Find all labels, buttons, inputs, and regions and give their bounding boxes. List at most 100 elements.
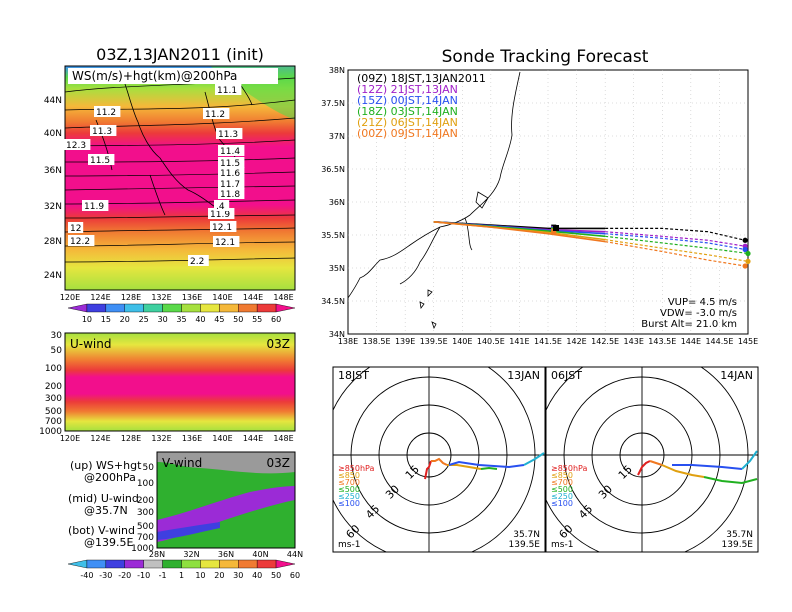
hodograph-curve (741, 450, 758, 470)
ws-lat-tick: 28N (44, 237, 62, 247)
v-lat-tick: 44N (287, 550, 303, 559)
contour-label: 11.9 (210, 210, 230, 220)
ws-lon-tick: 132E (151, 293, 171, 302)
track-lon-tick: 141.5E (534, 337, 562, 346)
colorbar-label: 35 (176, 315, 186, 324)
track-lon-tick: 144.5E (705, 337, 733, 346)
v-pressure-tick: 100 (137, 479, 154, 489)
contour-label-bg (218, 145, 245, 156)
level-legend-entry: ≤250 (338, 492, 360, 501)
level-legend-entry: ≤850 (551, 471, 573, 480)
track-lon-tick: 143E (624, 337, 644, 346)
hodograph-time: 06JST (551, 369, 582, 382)
colorbar-label: 30 (157, 315, 167, 324)
colorbar-label: 15 (101, 315, 111, 324)
u-pressure-tick: 30 (51, 331, 63, 341)
hodograph-time: 18JST (338, 369, 369, 382)
v-colorbar-swatch (238, 559, 258, 569)
hodograph-lon: 139.5E (722, 540, 754, 550)
colorbar-label: 20 (120, 315, 130, 324)
colorbar-swatch (143, 303, 163, 313)
ws-panel-label: WS(m/s)+hgt(km)@200hPa (72, 69, 237, 83)
v-colorbar-label: 10 (195, 571, 205, 580)
contour-label: 11.5 (220, 159, 240, 169)
contour-label: .4 (216, 202, 225, 212)
v-colorbar-swatch (162, 559, 182, 569)
ws-lon-tick: 124E (90, 293, 110, 302)
track-legend-entry: (09Z) 18JST,13JAN2011 (357, 72, 486, 85)
track-params: VUP= 4.5 m/s VDW= -3.0 m/s Burst Alt= 21… (641, 297, 737, 330)
u-lon-tick: 148E (273, 434, 293, 443)
ws-panel: WS(m/s)+hgt(km)@200hPa 11.1 11.2 11.2 11.3 1… (44, 65, 296, 324)
v-colorbar-swatch (219, 559, 239, 569)
contour-label-bg (215, 84, 242, 95)
ws-lon-tick: 128E (121, 293, 141, 302)
track-dashed (605, 235, 749, 255)
u-pressure-tick: 700 (45, 417, 62, 427)
v-lat-tick: 36N (218, 550, 234, 559)
note-up-line2: @200hPa (84, 471, 136, 484)
hodograph-curve (637, 460, 651, 476)
hodograph-unit: ms-1 (338, 540, 360, 550)
colorbar-swatch (219, 303, 239, 313)
ws-lat-tick: 44N (44, 96, 62, 106)
track-endpoint (745, 250, 751, 257)
hodograph-level-legend: ≥850hPa≤850≤700≤500≤250≤100 (551, 464, 588, 508)
contour-label: 11.2 (96, 108, 116, 118)
track-endpoint (745, 258, 751, 264)
v-colorbar-swatch (181, 559, 201, 569)
v-colorbar-label: 40 (252, 571, 262, 580)
hodograph-curve (480, 466, 498, 470)
track-legend-entry: (18Z) 03JST,14JAN (357, 105, 458, 118)
contour-label: 12 (70, 224, 81, 234)
launch-marker (553, 225, 559, 231)
panel-notes: (up) WS+hgt @200hPa (mid) U-wind @35.7N … (68, 459, 142, 549)
track-lat-tick: 38N (329, 66, 345, 75)
u-wind-label: U-wind (70, 337, 111, 351)
track-lon-tick: 138.5E (363, 337, 391, 346)
hodograph-curve (523, 452, 545, 466)
track-legend-entry: (21Z) 06JST,14JAN (357, 116, 458, 129)
ws-contour-labels: 11.111.2 11.211.3 11.311.511.411.511.611.7… (64, 84, 245, 267)
ws-lon-tick: 136E (182, 293, 202, 302)
v-pressure-tick: 300 (137, 508, 154, 518)
track-lon-tick: 145E (738, 337, 758, 346)
v-colorbar-label: 20 (214, 571, 224, 580)
v-wind-label: V-wind (162, 456, 202, 470)
ws-lat-tick: 40N (44, 129, 62, 139)
v-colorbar-label: -40 (80, 571, 93, 580)
contour-label: 11.4 (220, 147, 240, 157)
hodograph-level-legend: ≥850hPa≤850≤700≤500≤250≤100 (338, 464, 375, 508)
colorbar-label: 55 (252, 315, 262, 324)
colorbar-label: 45 (214, 315, 224, 324)
contour-label-bg (68, 222, 84, 233)
colorbar-label: 50 (233, 315, 243, 324)
v-colorbar-swatch (124, 559, 144, 569)
v-colorbar-swatch (143, 559, 163, 569)
hodograph-curve (703, 476, 758, 485)
level-legend-entry: ≤100 (551, 499, 573, 508)
track-lat-tick: 35.5N (321, 231, 345, 240)
track-lon-tick: 140E (452, 337, 472, 346)
contour-label-bg (208, 208, 235, 219)
colorbar-label: 25 (139, 315, 149, 324)
contour-label: 11.8 (220, 190, 240, 200)
track-dashed (605, 241, 746, 267)
track-lon-tick: 139E (395, 337, 415, 346)
u-lon-tick: 140E (212, 434, 232, 443)
v-wind-gray-region (157, 452, 295, 474)
ws-lon-ticks: 120E 124E 128E 132E 136E 140E 144E 148E (60, 293, 294, 302)
u-lon-tick: 120E (60, 434, 80, 443)
colorbar-swatch (275, 303, 296, 313)
contour-label: 11.9 (84, 202, 104, 212)
hodograph-date: 13JAN (507, 369, 540, 382)
level-legend-entry: ≤100 (338, 499, 360, 508)
contour-label-bg (94, 106, 121, 117)
track-grid (348, 70, 748, 334)
track-dashed (605, 239, 749, 262)
ws-lat-tick: 24N (44, 271, 62, 281)
contour-label: 11.3 (218, 130, 238, 140)
track-legend: (09Z) 18JST,13JAN2011(12Z) 21JST,13JAN(1… (357, 72, 486, 140)
